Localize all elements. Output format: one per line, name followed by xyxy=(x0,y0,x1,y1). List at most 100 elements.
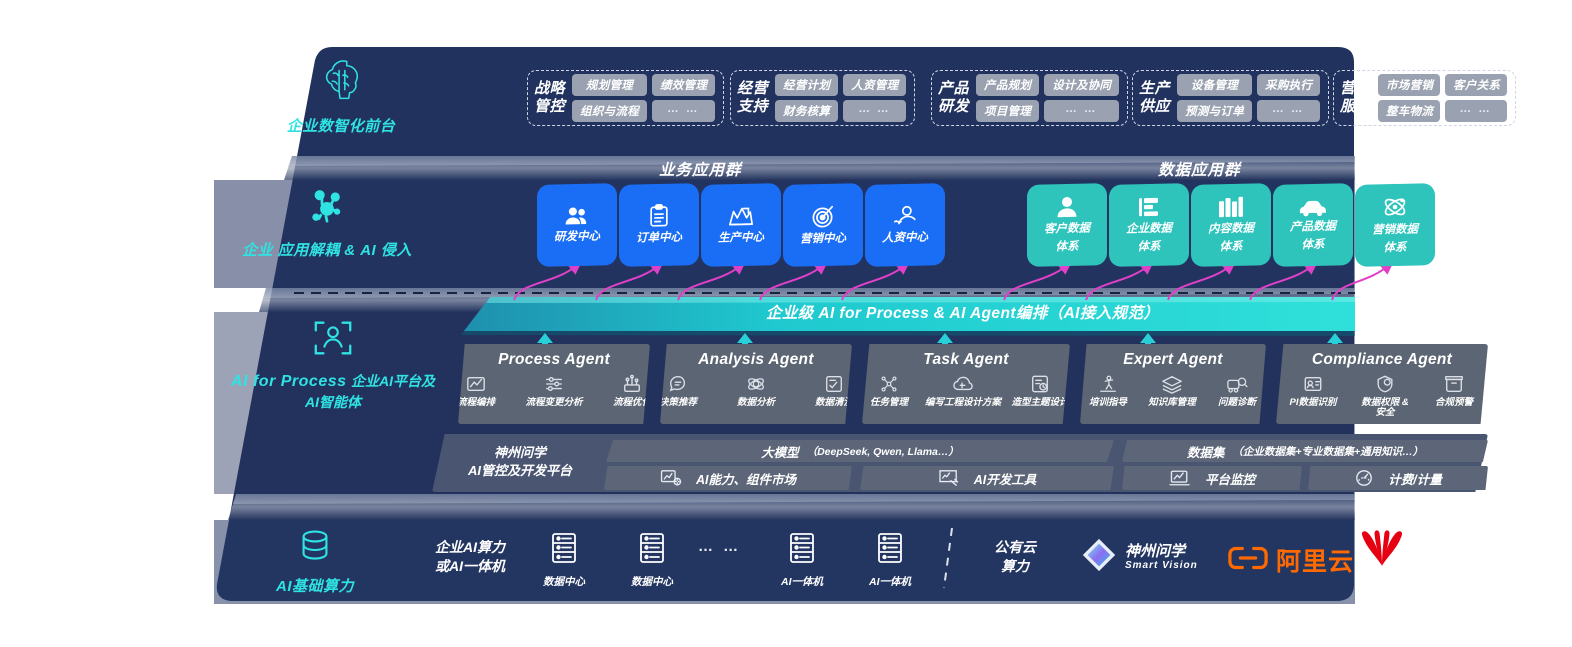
agent-card-process[interactable]: Process Agent 流程编排 流程变更分析 流程优化 xyxy=(458,344,650,424)
chip[interactable]: 人资管理 xyxy=(843,74,907,96)
teacher-icon xyxy=(1098,373,1118,395)
chip[interactable]: 设备管理 xyxy=(1177,74,1253,96)
data-card-customer[interactable]: 客户数据 体系 xyxy=(1027,183,1107,267)
domain-group-operations[interactable]: 经营 支持 经营计划 人资管理 财务核算 … … xyxy=(730,70,916,126)
agent-capability[interactable]: 数据清洗 xyxy=(796,373,853,409)
database-icon xyxy=(210,526,420,571)
public-cloud-line2: 算力 xyxy=(1001,557,1029,574)
agent-capability[interactable]: 合规预警 xyxy=(1422,373,1486,418)
vendor-aliyun[interactable]: 阿里云 xyxy=(1228,542,1354,578)
agent-card-expert[interactable]: Expert Agent 培训指导 知识库管理 问题诊断 xyxy=(1080,344,1266,424)
chip[interactable]: 预测与订单 xyxy=(1177,100,1253,122)
public-cloud-line1: 公有云 xyxy=(994,539,1036,555)
agent-capability[interactable]: 任务管理 xyxy=(862,373,918,409)
car-icon xyxy=(1298,197,1328,218)
vendor-smartvision[interactable]: 神州问学 Smart Vision xyxy=(1080,536,1198,579)
chip[interactable]: 市场营销 xyxy=(1378,74,1441,96)
chip[interactable]: 客户关系 xyxy=(1445,74,1508,96)
app-card-rd-center[interactable]: 研发中心 xyxy=(537,183,617,267)
optimize-icon xyxy=(622,373,642,395)
platform-bar-dataset[interactable]: 数据集 （企业数据集+专业数据集+通用知识…） xyxy=(1122,440,1488,462)
agent-capability[interactable]: 造型主题设计 xyxy=(1008,373,1070,409)
domain-group-strategy[interactable]: 战略 管控 规划管理 绩效管理 组织与流程 … … xyxy=(527,70,725,126)
chip[interactable]: 整车物流 xyxy=(1378,100,1441,122)
chip-more[interactable]: … … xyxy=(652,100,716,122)
chip[interactable]: 绩效管理 xyxy=(652,74,716,96)
chip[interactable]: 规划管理 xyxy=(572,74,648,96)
platform-bar-monitor[interactable]: 平台监控 xyxy=(1122,466,1302,490)
vendor-huawei[interactable]: HUAWEI xyxy=(1336,528,1428,582)
agent-capability[interactable]: PI数据识别 xyxy=(1278,373,1348,418)
infra-node-ai-appliance-1[interactable]: AI一体机 xyxy=(764,532,840,589)
agent-capability-label: 任务管理 xyxy=(869,397,908,408)
chip-more[interactable]: … … xyxy=(1257,100,1321,122)
agent-capability[interactable]: 问题诊断 xyxy=(1207,373,1266,409)
chip[interactable]: 采购执行 xyxy=(1257,74,1321,96)
chip[interactable]: 组织与流程 xyxy=(572,100,648,122)
gauge-icon xyxy=(1354,469,1374,487)
agent-capability[interactable]: 数据分析 xyxy=(718,373,794,409)
agent-title: Process Agent xyxy=(498,351,610,368)
enterprise-compute-line1: 企业AI算力 xyxy=(435,539,505,555)
rail-label-line1: 企业 应用解耦 xyxy=(242,242,340,259)
person-network-icon xyxy=(892,204,918,229)
enterprise-compute-line2: 或AI一体机 xyxy=(435,557,505,574)
agent-capability[interactable]: 数据权限 & 安全 xyxy=(1350,373,1420,418)
chip[interactable]: 项目管理 xyxy=(976,100,1040,122)
domain-group-title: 营销 服务 xyxy=(1340,80,1372,115)
devtool-icon xyxy=(938,469,960,487)
infra-node-label: 数据中心 xyxy=(543,576,585,588)
chip[interactable]: 经营计划 xyxy=(775,74,839,96)
app-card-marketing-center[interactable]: 营销中心 xyxy=(783,183,863,267)
agent-capability[interactable]: 知识库管理 xyxy=(1139,373,1205,409)
agent-card-analysis[interactable]: Analysis Agent 决策推荐 数据分析 数据清洗 xyxy=(660,344,852,424)
chip-more[interactable]: … … xyxy=(1445,100,1508,122)
platform-bar-label: AI开发工具 xyxy=(973,472,1037,487)
agent-capability[interactable]: 编写工程设计方案 xyxy=(920,373,1006,409)
agent-capability[interactable]: 培训指导 xyxy=(1080,373,1137,409)
agent-capability[interactable]: 流程变更分析 xyxy=(516,373,592,409)
app-card-hr-center[interactable]: 人资中心 xyxy=(865,183,945,267)
domain-group-title: 生产 供应 xyxy=(1139,80,1171,115)
platform-bar-sub: （DeepSeek, Qwen, Llama…） xyxy=(806,445,959,458)
app-card-production-center[interactable]: 生产中心 xyxy=(701,183,781,267)
infra-node-ai-appliance-2[interactable]: AI一体机 xyxy=(852,532,928,589)
agent-card-task[interactable]: Task Agent 任务管理 编写工程设计方案 造型主题设计 xyxy=(862,344,1070,424)
agent-capability[interactable]: 决策推荐 xyxy=(660,373,716,409)
domain-group-product-rd[interactable]: 产品 研发 产品规划 设计及协同 项目管理 … … xyxy=(931,70,1129,126)
agent-capability-label: 数据分析 xyxy=(736,397,775,408)
agent-capability-label: 数据清洗 xyxy=(814,397,853,408)
data-card-content[interactable]: 内容数据 体系 xyxy=(1191,183,1271,267)
agent-capability-label: 数据权限 & 安全 xyxy=(1361,397,1409,418)
agent-card-compliance[interactable]: Compliance Agent PI数据识别 数据权限 & 安全 xyxy=(1276,344,1488,424)
chip[interactable]: 产品规划 xyxy=(976,74,1040,96)
platform-bar-ai-market[interactable]: AI能力、组件市场 xyxy=(604,466,852,490)
monitor-icon xyxy=(1169,469,1191,487)
agent-capability[interactable]: 流程编排 xyxy=(458,373,514,409)
agent-capability[interactable]: 流程优化 xyxy=(594,373,650,409)
infra-node-datacenter-1[interactable]: 数据中心 xyxy=(526,532,602,589)
sliders-icon xyxy=(544,373,564,395)
chip[interactable]: 财务核算 xyxy=(775,100,839,122)
agent-title: Expert Agent xyxy=(1123,351,1223,368)
data-card-enterprise[interactable]: 企业数据 体系 xyxy=(1109,183,1189,267)
infra-node-datacenter-2[interactable]: 数据中心 xyxy=(614,532,690,589)
platform-bar-llm[interactable]: 大模型 （DeepSeek, Qwen, Llama…） xyxy=(606,440,1114,462)
factory-icon xyxy=(728,204,754,229)
domain-group-marketing-service[interactable]: 营销 服务 市场营销 客户关系 整车物流 … … xyxy=(1333,70,1517,126)
platform-bar-ai-devtool[interactable]: AI开发工具 xyxy=(860,466,1114,490)
platform-brand-line1: 神州问学 xyxy=(493,445,546,460)
platform-bar-billing[interactable]: 计费/计量 xyxy=(1308,466,1488,490)
vendor-name-en: Smart Vision xyxy=(1125,560,1198,572)
data-card-product[interactable]: 产品数据 体系 xyxy=(1273,183,1353,267)
chip-more[interactable]: … … xyxy=(1044,100,1120,122)
doc-clock-icon xyxy=(1030,373,1050,395)
chip[interactable]: 设计及协同 xyxy=(1044,74,1120,96)
domain-group-production-supply[interactable]: 生产 供应 设备管理 采购执行 预测与订单 … … xyxy=(1132,70,1330,126)
chip-more[interactable]: … … xyxy=(843,100,907,122)
diagnose-icon xyxy=(1226,373,1248,395)
archive-alert-icon xyxy=(1444,373,1464,395)
data-card-marketing[interactable]: 营销数据 体系 xyxy=(1355,183,1435,267)
user-avatar-icon xyxy=(1056,195,1078,219)
app-card-order-center[interactable]: 订单中心 xyxy=(619,183,699,267)
